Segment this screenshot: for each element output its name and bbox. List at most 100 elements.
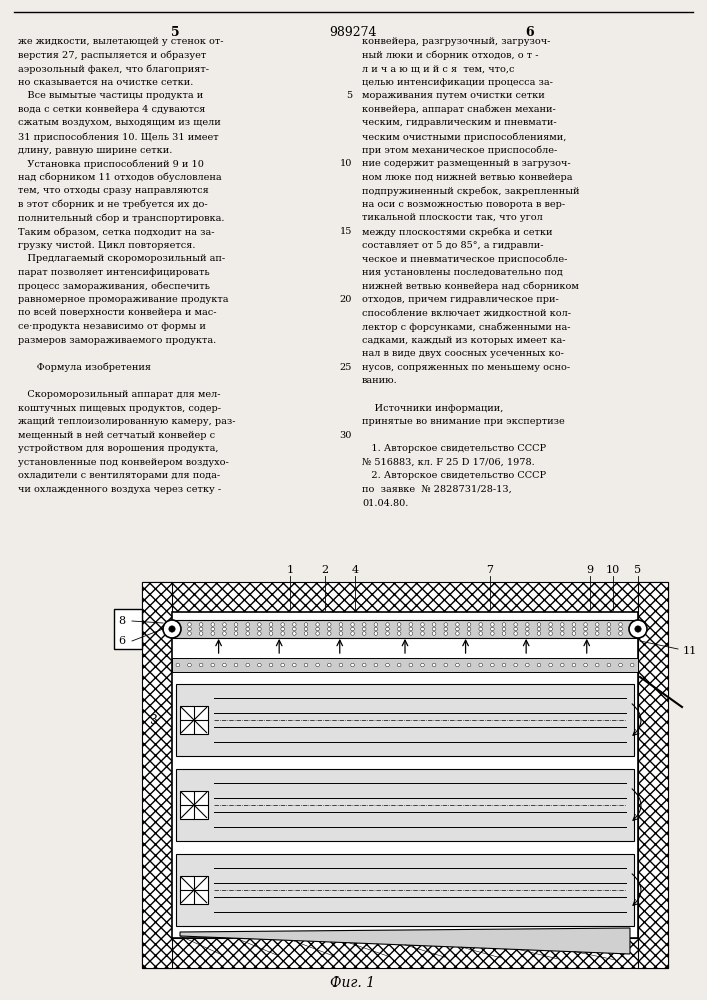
- Circle shape: [293, 627, 296, 631]
- Text: садками, каждый из которых имеет ка-: садками, каждый из которых имеет ка-: [362, 336, 566, 345]
- Circle shape: [211, 663, 215, 667]
- Circle shape: [491, 623, 494, 626]
- Text: нал в виде двух соосных усеченных ко-: нал в виде двух соосных усеченных ко-: [362, 349, 564, 358]
- Text: составляет от 5 до 85°, а гидравли-: составляет от 5 до 85°, а гидравли-: [362, 241, 544, 250]
- Text: 11: 11: [683, 646, 697, 656]
- Circle shape: [397, 627, 401, 631]
- Text: парат позволяет интенсифицировать: парат позволяет интенсифицировать: [18, 268, 209, 277]
- Text: между плоскостями скребка и сетки: между плоскостями скребка и сетки: [362, 227, 552, 237]
- Text: чи охлажденного воздуха через сетку -: чи охлажденного воздуха через сетку -: [18, 485, 221, 494]
- Text: грузку чистой. Цикл повторяется.: грузку чистой. Цикл повторяется.: [18, 241, 196, 250]
- Circle shape: [455, 623, 460, 626]
- Circle shape: [246, 663, 250, 667]
- Circle shape: [514, 627, 518, 631]
- Circle shape: [281, 632, 284, 635]
- Circle shape: [316, 627, 320, 631]
- Circle shape: [421, 632, 424, 635]
- Circle shape: [432, 663, 436, 667]
- Text: 30: 30: [339, 431, 352, 440]
- Circle shape: [455, 632, 460, 635]
- Text: 6: 6: [119, 636, 126, 646]
- Circle shape: [386, 627, 390, 631]
- Circle shape: [549, 632, 552, 635]
- Text: по  заявке  № 2828731/28-13,: по заявке № 2828731/28-13,: [362, 485, 512, 494]
- Circle shape: [374, 663, 378, 667]
- Text: ванию.: ванию.: [362, 376, 398, 385]
- Circle shape: [409, 627, 413, 631]
- Text: 2. Авторское свидетельство СССР: 2. Авторское свидетельство СССР: [362, 471, 546, 480]
- Circle shape: [351, 663, 354, 667]
- Text: 4: 4: [351, 565, 358, 575]
- Circle shape: [327, 623, 331, 626]
- Text: длину, равную ширине сетки.: длину, равную ширине сетки.: [18, 146, 173, 155]
- Text: ный люки и сборник отходов, о т -: ный люки и сборник отходов, о т -: [362, 51, 539, 60]
- Text: ном люке под нижней ветвью конвейера: ном люке под нижней ветвью конвейера: [362, 173, 573, 182]
- Text: подпружиненный скребок, закрепленный: подпружиненный скребок, закрепленный: [362, 186, 580, 196]
- Text: полнительный сбор и транспортировка.: полнительный сбор и транспортировка.: [18, 213, 225, 223]
- Circle shape: [397, 623, 401, 626]
- Text: ческим, гидравлическим и пневмати-: ческим, гидравлическим и пневмати-: [362, 118, 556, 127]
- Text: конвейера, разгрузочный, загрузоч-: конвейера, разгрузочный, загрузоч-: [362, 37, 550, 46]
- Text: № 516883, кл. F 25 D 17/06, 1978.: № 516883, кл. F 25 D 17/06, 1978.: [362, 458, 534, 467]
- Text: Фиг. 1: Фиг. 1: [330, 976, 375, 990]
- Text: в этот сборник и не требуется их до-: в этот сборник и не требуется их до-: [18, 200, 208, 209]
- Text: верстия 27, распыляется и образует: верстия 27, распыляется и образует: [18, 51, 206, 60]
- Circle shape: [316, 623, 320, 626]
- Circle shape: [163, 620, 181, 638]
- Text: вода с сетки конвейера 4 сдуваются: вода с сетки конвейера 4 сдуваются: [18, 105, 205, 114]
- Circle shape: [327, 632, 331, 635]
- Circle shape: [502, 623, 506, 626]
- Circle shape: [176, 623, 180, 626]
- Circle shape: [549, 623, 552, 626]
- Circle shape: [281, 627, 284, 631]
- Text: 10: 10: [606, 565, 620, 575]
- Circle shape: [584, 623, 588, 626]
- Circle shape: [572, 623, 575, 626]
- Circle shape: [397, 663, 401, 667]
- Circle shape: [479, 632, 482, 635]
- Circle shape: [187, 632, 192, 635]
- Text: аэрозольный факел, что благоприят-: аэрозольный факел, что благоприят-: [18, 64, 209, 74]
- Circle shape: [629, 620, 647, 638]
- Text: ние содержит размещенный в загрузоч-: ние содержит размещенный в загрузоч-: [362, 159, 571, 168]
- Text: жащий теплоизолированную камеру, раз-: жащий теплоизолированную камеру, раз-: [18, 417, 235, 426]
- Circle shape: [561, 623, 564, 626]
- Circle shape: [572, 632, 575, 635]
- Text: же жидкости, вылетающей у стенок от-: же жидкости, вылетающей у стенок от-: [18, 37, 223, 46]
- Circle shape: [631, 663, 634, 667]
- Circle shape: [537, 632, 541, 635]
- Circle shape: [631, 627, 634, 631]
- Circle shape: [432, 623, 436, 626]
- Circle shape: [363, 623, 366, 626]
- Circle shape: [467, 632, 471, 635]
- Circle shape: [514, 663, 518, 667]
- Circle shape: [502, 663, 506, 667]
- Circle shape: [631, 623, 634, 626]
- Text: Таким образом, сетка подходит на за-: Таким образом, сетка подходит на за-: [18, 227, 214, 237]
- Circle shape: [304, 663, 308, 667]
- Circle shape: [619, 632, 622, 635]
- Text: 1: 1: [286, 565, 293, 575]
- Text: л и ч а ю щ и й с я  тем, что,с: л и ч а ю щ и й с я тем, что,с: [362, 64, 515, 73]
- Text: 989274: 989274: [329, 26, 377, 39]
- Text: 15: 15: [339, 227, 352, 236]
- Circle shape: [304, 623, 308, 626]
- Text: мещенный в ней сетчатый конвейер с: мещенный в ней сетчатый конвейер с: [18, 431, 215, 440]
- Circle shape: [211, 623, 215, 626]
- Circle shape: [537, 663, 541, 667]
- Text: мораживания путем очистки сетки: мораживания путем очистки сетки: [362, 91, 545, 100]
- Circle shape: [269, 632, 273, 635]
- Text: лектор с форсунками, снабженными на-: лектор с форсунками, снабженными на-: [362, 322, 571, 332]
- Circle shape: [635, 626, 641, 632]
- Circle shape: [432, 627, 436, 631]
- Text: Формула изобретения: Формула изобретения: [18, 363, 151, 372]
- Circle shape: [537, 623, 541, 626]
- Circle shape: [607, 663, 611, 667]
- Circle shape: [467, 627, 471, 631]
- Text: целью интенсификации процесса за-: целью интенсификации процесса за-: [362, 78, 553, 87]
- Circle shape: [374, 632, 378, 635]
- Circle shape: [199, 663, 203, 667]
- Circle shape: [187, 623, 192, 626]
- Circle shape: [374, 623, 378, 626]
- Circle shape: [351, 627, 354, 631]
